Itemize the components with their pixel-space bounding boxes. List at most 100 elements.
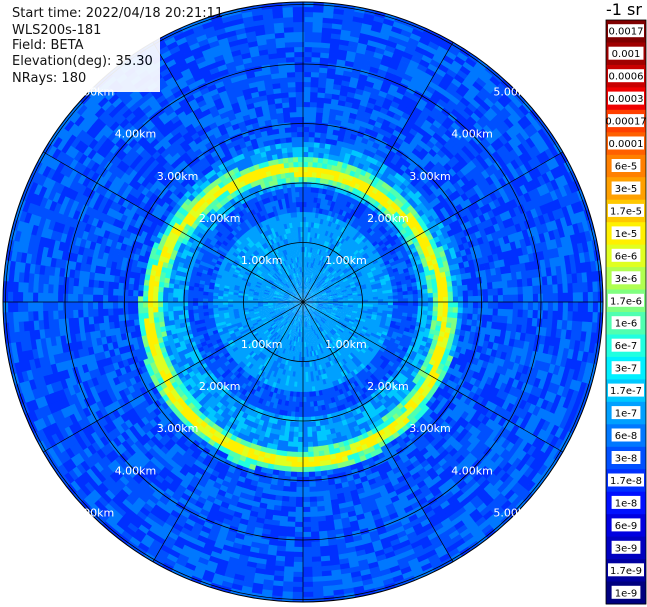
range-gate: [315, 112, 324, 119]
range-gate: [337, 135, 346, 143]
range-gate: [309, 121, 317, 128]
range-gate: [321, 163, 329, 170]
range-gate: [315, 122, 323, 129]
range-gate: [309, 257, 313, 263]
range-gate: [342, 136, 351, 144]
range-gate: [507, 287, 514, 296]
range-gate: [303, 231, 306, 238]
range-gate: [442, 291, 449, 298]
range-gate: [303, 136, 310, 143]
range-gate: [320, 132, 328, 139]
range-gate: [319, 255, 324, 261]
range-gate: [412, 50, 425, 60]
range-gate: [337, 54, 348, 61]
range-gate: [320, 52, 331, 59]
range-gate: [309, 283, 312, 289]
range-gate: [487, 302, 494, 310]
range-gate: [303, 101, 311, 108]
range-gate: [333, 212, 340, 219]
range-gate: [342, 14, 355, 22]
range-gate: [305, 281, 307, 288]
range-gate: [318, 152, 325, 159]
range-gate: [303, 291, 306, 298]
range-gate: [309, 206, 314, 213]
range-gate: [321, 256, 326, 262]
range-gate: [307, 262, 311, 268]
range-gate: [311, 171, 318, 178]
range-gate: [323, 153, 330, 160]
range-gate: [395, 43, 408, 53]
range-gate: [305, 292, 308, 298]
range-gate: [432, 292, 439, 299]
range-gate: [397, 38, 410, 48]
range-gate: [418, 36, 432, 47]
range-gate: [552, 302, 559, 313]
range-gate: [315, 117, 324, 124]
range-gate: [394, 69, 406, 79]
range-gate: [312, 273, 316, 280]
range-gate: [320, 42, 332, 49]
range-gate: [313, 280, 318, 286]
range-gate: [392, 74, 404, 84]
range-gate: [324, 173, 331, 180]
range-gate: [373, 15, 386, 24]
range-gate: [303, 91, 312, 98]
range-gate: [339, 89, 349, 97]
range-gate: [330, 103, 339, 111]
range-gate: [333, 124, 342, 131]
range-gate: [330, 98, 340, 106]
range-gate: [329, 108, 338, 116]
range-gate: [343, 205, 350, 213]
range-gate: [310, 278, 314, 284]
range-gate: [380, 27, 393, 37]
range-gate: [303, 46, 314, 53]
range-gate: [353, 210, 360, 218]
range-gate: [398, 33, 412, 43]
range-gate: [319, 266, 324, 272]
range-gate: [307, 288, 311, 294]
range-gate: [306, 206, 311, 213]
range-gate: [320, 172, 327, 179]
range-gate: [351, 198, 358, 206]
range-gate: [316, 107, 325, 114]
range-gate: [333, 78, 344, 86]
range-gate: [557, 283, 564, 295]
range-gate: [335, 235, 341, 242]
range-gate: [303, 261, 305, 267]
range-gate: [307, 231, 311, 238]
range-gate: [512, 287, 519, 296]
range-gate: [313, 147, 321, 153]
range-gate: [303, 161, 309, 168]
range-gate: [477, 289, 484, 297]
range-gate: [338, 44, 350, 52]
range-gate: [318, 147, 326, 154]
range-gate: [303, 96, 312, 103]
range-gate: [335, 224, 341, 231]
range-gate: [527, 285, 534, 296]
range-gate: [303, 236, 306, 242]
range-gate: [326, 128, 335, 135]
range-gate: [347, 117, 357, 125]
range-gate: [307, 287, 310, 293]
range-gate: [308, 283, 312, 289]
range-gate: [382, 18, 396, 27]
range-gate: [324, 257, 329, 264]
range-gate: [306, 282, 309, 288]
range-gate: [317, 192, 323, 199]
range-gate: [303, 26, 315, 33]
range-gate: [342, 216, 349, 223]
range-gate: [307, 226, 312, 233]
range-gate: [305, 231, 309, 238]
range-gate: [314, 132, 322, 138]
range-gate: [412, 72, 425, 82]
range-gate: [425, 45, 439, 56]
range-gate: [385, 93, 396, 102]
range-gate: [328, 118, 337, 125]
range-gate: [304, 286, 306, 293]
range-gate: [312, 16, 325, 23]
range-gate: [477, 302, 484, 310]
range-gate: [487, 288, 494, 297]
range-gate: [454, 55, 467, 67]
range-gate: [303, 106, 311, 113]
range-gate: [335, 229, 342, 236]
